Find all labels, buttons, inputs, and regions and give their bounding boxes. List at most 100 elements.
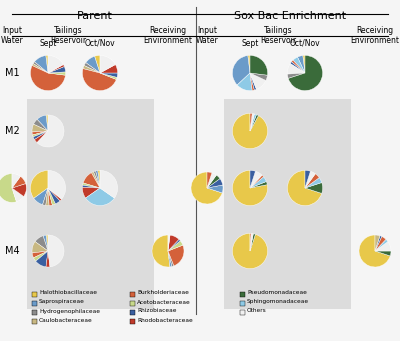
Wedge shape (100, 73, 118, 77)
Wedge shape (82, 69, 116, 91)
Wedge shape (168, 241, 183, 251)
Wedge shape (100, 170, 118, 198)
Wedge shape (168, 239, 180, 251)
Wedge shape (48, 188, 60, 204)
Wedge shape (32, 63, 48, 73)
Wedge shape (375, 235, 380, 251)
Wedge shape (375, 239, 388, 251)
Wedge shape (94, 55, 100, 73)
Wedge shape (250, 170, 256, 188)
Wedge shape (0, 174, 16, 203)
Wedge shape (86, 188, 114, 206)
Wedge shape (168, 235, 179, 251)
Text: Acetobacteraceae: Acetobacteraceae (137, 299, 191, 305)
Text: Halothiobacillaceae: Halothiobacillaceae (39, 291, 97, 296)
Wedge shape (305, 174, 319, 188)
Wedge shape (237, 73, 252, 91)
Wedge shape (32, 131, 48, 135)
Wedge shape (191, 172, 222, 204)
Wedge shape (48, 55, 64, 73)
Wedge shape (250, 171, 262, 188)
Wedge shape (305, 178, 322, 188)
Text: Caulobacteraceae: Caulobacteraceae (39, 317, 93, 323)
Wedge shape (30, 65, 66, 91)
Wedge shape (12, 183, 26, 196)
Bar (32, 318, 37, 324)
Wedge shape (34, 56, 48, 73)
Wedge shape (298, 56, 305, 73)
Bar (32, 310, 37, 314)
Wedge shape (48, 188, 52, 206)
Text: Oct/Nov: Oct/Nov (85, 39, 115, 48)
Wedge shape (232, 233, 268, 269)
Wedge shape (84, 63, 100, 73)
Wedge shape (248, 55, 250, 73)
Wedge shape (43, 235, 48, 251)
Text: Pseudomonadaceae: Pseudomonadaceae (247, 291, 307, 296)
Bar (130, 318, 135, 324)
Wedge shape (152, 235, 170, 267)
Wedge shape (32, 131, 48, 137)
Wedge shape (32, 124, 48, 132)
Wedge shape (35, 236, 48, 251)
Bar (240, 300, 245, 306)
Wedge shape (168, 235, 170, 251)
Wedge shape (46, 115, 48, 131)
Wedge shape (83, 173, 100, 188)
Wedge shape (250, 114, 254, 131)
Wedge shape (42, 188, 48, 206)
Wedge shape (305, 182, 323, 193)
Wedge shape (207, 185, 223, 193)
Wedge shape (207, 179, 223, 188)
Text: Rhizobiaceae: Rhizobiaceae (137, 309, 176, 313)
Bar (32, 300, 37, 306)
Wedge shape (207, 172, 212, 188)
Wedge shape (168, 251, 172, 267)
Wedge shape (305, 171, 315, 188)
Text: M3: M3 (5, 183, 20, 193)
Wedge shape (168, 251, 174, 267)
Wedge shape (91, 172, 100, 188)
Wedge shape (303, 55, 305, 73)
Wedge shape (250, 181, 267, 188)
Wedge shape (33, 131, 48, 139)
Wedge shape (250, 114, 252, 131)
Wedge shape (250, 233, 251, 251)
Wedge shape (292, 60, 305, 73)
Wedge shape (34, 188, 48, 205)
Wedge shape (375, 251, 391, 256)
Wedge shape (37, 115, 64, 147)
Wedge shape (96, 170, 100, 188)
Text: Input
Water: Input Water (196, 26, 218, 45)
Wedge shape (34, 131, 48, 143)
FancyBboxPatch shape (27, 99, 154, 309)
Wedge shape (48, 188, 62, 201)
Text: Sox Bac Enrichment: Sox Bac Enrichment (234, 11, 346, 21)
Wedge shape (168, 245, 184, 266)
Bar (130, 300, 135, 306)
Wedge shape (288, 55, 322, 91)
Bar (130, 292, 135, 297)
Wedge shape (46, 235, 48, 251)
Wedge shape (46, 55, 48, 73)
Wedge shape (83, 183, 100, 188)
Wedge shape (36, 251, 48, 267)
Wedge shape (86, 56, 100, 73)
Wedge shape (48, 170, 66, 199)
Wedge shape (37, 115, 48, 131)
Wedge shape (232, 56, 250, 85)
Wedge shape (100, 55, 116, 73)
Text: M1: M1 (5, 68, 20, 78)
Wedge shape (375, 236, 382, 251)
Wedge shape (232, 170, 268, 206)
Wedge shape (12, 188, 24, 202)
Wedge shape (250, 114, 256, 131)
Wedge shape (100, 73, 117, 79)
Wedge shape (46, 188, 49, 206)
Wedge shape (82, 185, 100, 188)
Wedge shape (83, 65, 100, 73)
Text: Receiving
Environment: Receiving Environment (144, 26, 192, 45)
Wedge shape (305, 170, 310, 188)
Bar (32, 292, 37, 297)
Text: Oct/Nov: Oct/Nov (290, 39, 320, 48)
